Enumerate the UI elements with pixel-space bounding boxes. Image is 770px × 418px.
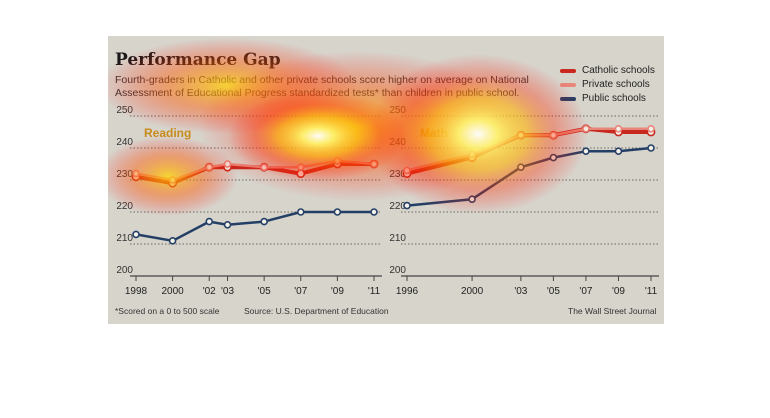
chart-title: Performance Gap (115, 50, 281, 70)
reading-public-point-4 (260, 217, 268, 226)
reading-xtick-label-3: '03 (221, 286, 234, 297)
math-public-point-0 (403, 201, 411, 210)
reading-public-point-5 (296, 208, 305, 216)
reading-ytick-240: 240 (116, 137, 133, 148)
reading-catholic-point-5 (296, 169, 306, 178)
reading-xtick-label-7: '11 (368, 286, 381, 297)
math-xtick-label-6: '11 (645, 286, 658, 297)
chart-subtitle: Fourth-graders in Catholic and other pri… (115, 74, 529, 99)
reading-xtick-label-1: 2000 (161, 286, 184, 297)
math-ytick-210: 210 (389, 233, 406, 244)
math-public-line (405, 146, 653, 207)
reading-public-point-1 (168, 237, 177, 245)
math-ytick-240: 240 (389, 137, 406, 148)
reading-ytick-230: 230 (116, 169, 133, 180)
math-private-point-2 (517, 131, 525, 139)
math-private-point-3 (549, 131, 558, 139)
reading-ytick-220: 220 (116, 201, 133, 212)
reading-public-point-0 (132, 230, 140, 239)
reading-private-point-4 (260, 163, 268, 171)
reading-private-point-7 (370, 160, 378, 168)
math-private-point-4 (582, 125, 590, 133)
panel-label-reading: Reading (144, 126, 192, 140)
legend-item-private: Private schools (560, 78, 655, 92)
reading-public-point-6 (333, 208, 342, 216)
math-xtick-label-4: '07 (579, 286, 592, 297)
math-xtick-label-2: '03 (514, 286, 527, 297)
math-ytick-250: 250 (389, 105, 406, 116)
reading-xtick-label-0: 1998 (125, 286, 148, 297)
math-ytick-200: 200 (389, 265, 406, 276)
math-public-point-3 (549, 153, 558, 162)
legend-label-catholic: Catholic schools (582, 65, 655, 76)
math-private-point-5 (614, 125, 623, 133)
math-private-point-0 (403, 166, 411, 175)
reading-xtick-label-2: '02 (203, 286, 216, 297)
legend-item-catholic: Catholic schools (560, 64, 655, 78)
legend-swatch-catholic (560, 69, 576, 73)
legend-item-public: Public schools (560, 92, 655, 106)
math-public-point-5 (614, 147, 623, 155)
legend-swatch-private (560, 83, 576, 87)
legend-label-public: Public schools (582, 93, 646, 104)
chart-graphic: 200 210 220 230 240 250 1998 2000 '02 '03 '05 '07 '0… (108, 36, 664, 324)
reading-private-point-2 (205, 163, 214, 171)
legend-swatch-public (560, 97, 576, 101)
credit-note: The Wall Street Journal (568, 306, 657, 316)
source-note: Source: U.S. Department of Education (244, 306, 389, 316)
reading-private-point-3 (223, 160, 232, 168)
reading-private-point-5 (296, 163, 305, 171)
math-public-point-4 (582, 147, 590, 155)
reading-xtick-label-4: '05 (258, 286, 271, 297)
reading-ytick-250: 250 (116, 105, 133, 116)
math-xtick-label-5: '09 (612, 286, 625, 297)
math-private-point-1 (468, 150, 476, 159)
reading-ytick-200: 200 (116, 265, 133, 276)
math-private-point-6 (647, 125, 655, 133)
reading-xtick-label-6: '09 (331, 286, 344, 297)
reading-xtick-label-5: '07 (294, 286, 307, 297)
reading-public-line (134, 210, 376, 243)
footnote: *Scored on a 0 to 500 scale (115, 306, 220, 316)
math-xtick-label-1: 2000 (461, 286, 484, 297)
reading-public-point-3 (223, 221, 232, 229)
reading-public-point-2 (205, 217, 214, 226)
reading-private-point-6 (333, 157, 342, 165)
panel-label-math: Math (420, 126, 448, 140)
reading-private-point-1 (168, 176, 177, 184)
reading-public-point-7 (370, 208, 378, 216)
math-xtick-label-3: '05 (547, 286, 560, 297)
legend-label-private: Private schools (582, 79, 650, 90)
reading-ytick-210: 210 (116, 233, 133, 244)
math-public-point-2 (517, 163, 525, 171)
reading-private-point-0 (132, 169, 140, 178)
legend: Catholic schools Private schools Public … (560, 64, 655, 106)
math-public-point-1 (468, 195, 476, 203)
math-xtick-label-0: 1996 (396, 286, 419, 297)
math-public-point-6 (647, 144, 655, 152)
